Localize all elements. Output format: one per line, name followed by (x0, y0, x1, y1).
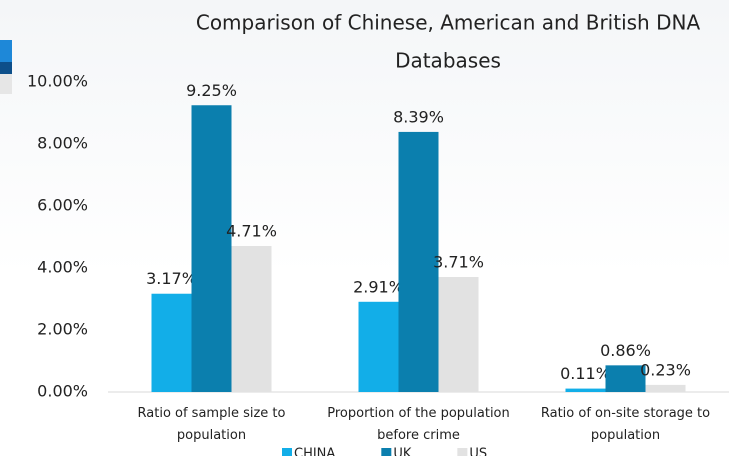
legend-label: US (469, 447, 487, 456)
value-label: 0.86% (600, 341, 651, 360)
value-label: 2.91% (353, 277, 404, 296)
bar (565, 388, 606, 392)
value-label: 0.23% (640, 360, 691, 379)
bar (231, 245, 272, 392)
y-tick-label: 0.00% (37, 382, 88, 401)
x-tick-label: Ratio of on-site storage to population (540, 406, 711, 443)
bar (438, 276, 479, 392)
value-label: 3.71% (433, 252, 484, 271)
y-tick-label: 8.00% (37, 134, 88, 153)
legend-swatch (457, 448, 468, 456)
bar (645, 384, 686, 392)
bar (398, 131, 439, 392)
value-label: 8.39% (393, 107, 444, 126)
bar (605, 365, 646, 392)
y-tick-label: 4.00% (37, 258, 88, 277)
bar (151, 293, 192, 392)
x-tick-label: Ratio of sample size to population (137, 406, 286, 443)
bar (191, 105, 232, 392)
value-label: 9.25% (186, 81, 237, 100)
bar (358, 301, 399, 392)
value-label: 0.11% (560, 364, 611, 383)
value-label: 3.17% (146, 269, 197, 288)
y-tick-label: 10.00% (27, 72, 88, 91)
legend-swatch (282, 448, 292, 456)
y-tick-label: 2.00% (37, 320, 88, 339)
x-tick-label: Proportion of the population before crim… (327, 406, 510, 443)
decoration (0, 62, 12, 74)
y-tick-label: 6.00% (37, 196, 88, 215)
decoration (0, 40, 12, 62)
chart-title: Comparison of Chinese, American and Brit… (196, 11, 701, 35)
decoration (0, 74, 12, 94)
legend-label: CHINA (294, 447, 335, 456)
chart-title: Databases (395, 49, 501, 73)
value-label: 4.71% (226, 221, 277, 240)
legend-label: UK (393, 447, 412, 456)
legend-swatch (381, 448, 392, 456)
